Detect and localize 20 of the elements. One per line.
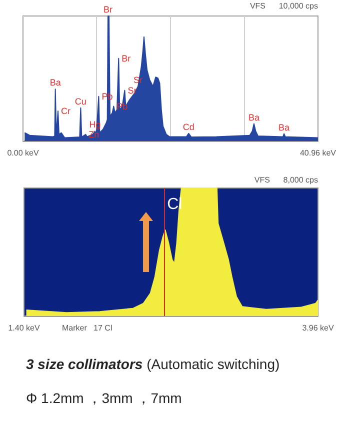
text: 3 size collimators (26, 356, 143, 372)
annotation: Cu (74, 96, 86, 106)
annotation: Ba (278, 122, 290, 132)
text: Marker 17 Cl (62, 324, 112, 332)
text: VFS 10,000 cps (250, 2, 318, 10)
annotation: Br (122, 53, 131, 64)
annotation: Pb (116, 101, 128, 112)
annotation: Cd (182, 122, 194, 132)
x-tick-label: 1.40 keV (8, 324, 40, 332)
text: VFS 8,000 cps (254, 176, 318, 184)
x-tick-label: 3.96 keV (302, 324, 334, 332)
text: Φ 1.2mm ，3mm ，7mm (26, 390, 182, 408)
annotation: Ba (50, 78, 61, 88)
text: (Automatic switching) (146, 356, 280, 372)
x-tick-label: 40.96 keV (300, 148, 337, 158)
x-tick-label: 0.00 keV (7, 148, 40, 158)
annotation: Ba (248, 112, 260, 122)
annotation: Cr (61, 106, 70, 116)
annotation: Br (103, 4, 112, 14)
annotation: Zn (88, 129, 100, 140)
